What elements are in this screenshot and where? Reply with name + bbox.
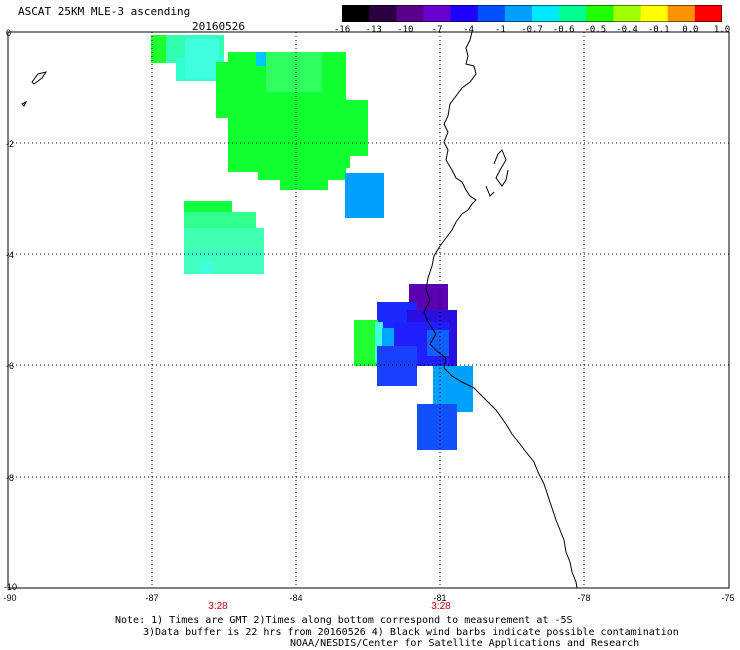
y-tick-label: 0 [6,28,11,38]
colorbar-labels: -16 -13 -10 -7 -4 -1 -0.7 -0.6 -0.5 -0.4 -0.1 0.0 1.… [330,25,738,37]
colorbar-label: -0.1 [647,25,670,35]
footer-note-1: Note: 1) Times are GMT 2)Times along bot… [115,615,573,626]
x-tick-label: -84 [289,593,302,603]
time-label: 3:28 [208,601,228,612]
colorbar-swatch [477,5,506,22]
y-tick-label: -2 [6,139,14,149]
colorbar-label: -0.6 [552,25,575,35]
y-tick-label: -10 [4,582,17,592]
x-tick-label: -87 [145,593,158,603]
colorbar-label: -0.4 [616,25,638,35]
colorbar-label: -16 [333,25,351,35]
colorbar-swatch [640,5,669,22]
colorbar [342,5,722,22]
colorbar-swatch [667,5,696,22]
colorbar-label: -0.7 [521,25,543,35]
colorbar-swatch [532,5,560,22]
colorbar-label: -0.5 [584,25,607,35]
x-tick-label: -78 [577,593,590,603]
x-tick-label: -81 [433,593,446,603]
time-labels: 3:28 3:28 [208,601,451,612]
colorbar-swatch [559,5,587,22]
x-tick-labels: -90 -87 -84 -81 -78 -75 [3,593,734,603]
plot-frame [7,31,730,589]
x-tick-label: -75 [721,593,734,603]
footer-credit: NOAA/NESDIS/Center for Satellite Applica… [290,638,640,649]
y-tick-label: -6 [6,361,14,371]
colorbar-label: 1.0 [713,25,731,35]
colorbar-swatch [613,5,642,22]
colorbar-label: 0.0 [682,25,699,35]
coastline [21,31,578,589]
colorbar-swatch [450,5,479,22]
colorbar-swatch [586,5,614,22]
colorbar-swatch [342,5,370,22]
colorbar-label: -13 [365,25,382,35]
colorbar-label: -10 [397,25,414,35]
y-tick-label: -4 [6,250,14,260]
product-title: ASCAT 25KM MLE-3 ascending [18,5,191,18]
colorbar-swatch [504,5,533,22]
colorbar-swatch [396,5,424,22]
colorbar-label: -7 [431,25,443,35]
colorbar-swatch [369,5,397,22]
gridlines [8,32,729,588]
time-label: 3:28 [431,601,451,612]
colorbar-swatch [423,5,452,22]
y-tick-label: -8 [6,473,14,483]
y-tick-labels: 0 -2 -4 -6 -8 -10 [4,28,17,592]
colorbar-label: -4 [463,25,475,35]
footer-note-2: 3)Data buffer is 22 hrs from 20160526 4)… [143,627,679,638]
x-tick-label: -90 [3,593,16,603]
wind-data-cells [151,35,473,450]
colorbar-label: -1 [494,25,506,35]
colorbar-swatch [694,5,722,22]
product-date: 20160526 [192,20,245,33]
